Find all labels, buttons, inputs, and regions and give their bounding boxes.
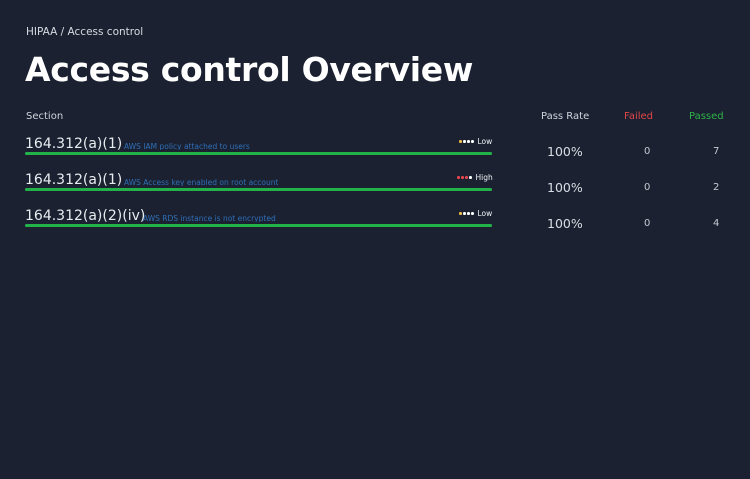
severity-dot <box>459 212 462 215</box>
severity-label: Low <box>477 137 493 146</box>
column-header-failed: Failed <box>624 111 654 122</box>
severity-dot <box>457 176 460 179</box>
severity-dot <box>467 140 470 143</box>
rule-description-link[interactable]: AWS Access key enabled on root account <box>124 178 279 186</box>
severity-dot <box>461 176 464 179</box>
severity-dot <box>467 212 470 215</box>
severity-badge: Low <box>459 137 492 146</box>
pass-rate-bar <box>25 188 492 191</box>
severity-badge: Low <box>459 209 492 218</box>
severity-dots-icon <box>459 212 474 215</box>
table-row[interactable]: 164.312(a)(2)(iv) AWS RDS instance is no… <box>0 208 750 242</box>
pass-rate-bar <box>25 152 492 155</box>
rule-description-link[interactable]: AWS IAM policy attached to users <box>124 142 250 150</box>
severity-dot <box>463 212 466 215</box>
pass-rate-value: 100% <box>547 180 583 195</box>
pass-rate-bar-fill <box>25 224 492 227</box>
section-code: 164.312(a)(2)(iv) <box>25 208 146 224</box>
severity-dot <box>459 140 462 143</box>
severity-dot <box>463 140 466 143</box>
severity-badge: High <box>457 173 493 182</box>
pass-rate-bar-fill <box>25 152 492 155</box>
pass-rate-value: 100% <box>547 144 583 159</box>
severity-dot <box>465 176 468 179</box>
failed-count: 0 <box>644 218 651 229</box>
severity-dots-icon <box>457 176 472 179</box>
section-code: 164.312(a)(1) <box>25 136 123 152</box>
severity-dots-icon <box>459 140 474 143</box>
severity-dot <box>469 176 472 179</box>
pass-rate-bar <box>25 224 492 227</box>
passed-count: 4 <box>713 218 720 229</box>
page-title: Access control Overview <box>25 50 474 89</box>
pass-rate-value: 100% <box>547 216 583 231</box>
failed-count: 0 <box>644 146 651 157</box>
severity-label: Low <box>477 209 493 218</box>
failed-count: 0 <box>644 182 651 193</box>
column-header-passed: Passed <box>689 111 724 122</box>
pass-rate-bar-fill <box>25 188 492 191</box>
breadcrumb[interactable]: HIPAA / Access control <box>26 26 144 38</box>
table-row[interactable]: 164.312(a)(1) AWS Access key enabled on … <box>0 172 750 206</box>
severity-dot <box>471 212 474 215</box>
section-code: 164.312(a)(1) <box>25 172 123 188</box>
severity-dot <box>471 140 474 143</box>
severity-label: High <box>475 173 493 182</box>
rule-description-link[interactable]: AWS RDS instance is not encrypted <box>143 214 276 222</box>
passed-count: 7 <box>713 146 720 157</box>
column-header-pass-rate: Pass Rate <box>541 111 590 122</box>
table-row[interactable]: 164.312(a)(1) AWS IAM policy attached to… <box>0 136 750 170</box>
column-header-section: Section <box>26 111 64 122</box>
passed-count: 2 <box>713 182 720 193</box>
